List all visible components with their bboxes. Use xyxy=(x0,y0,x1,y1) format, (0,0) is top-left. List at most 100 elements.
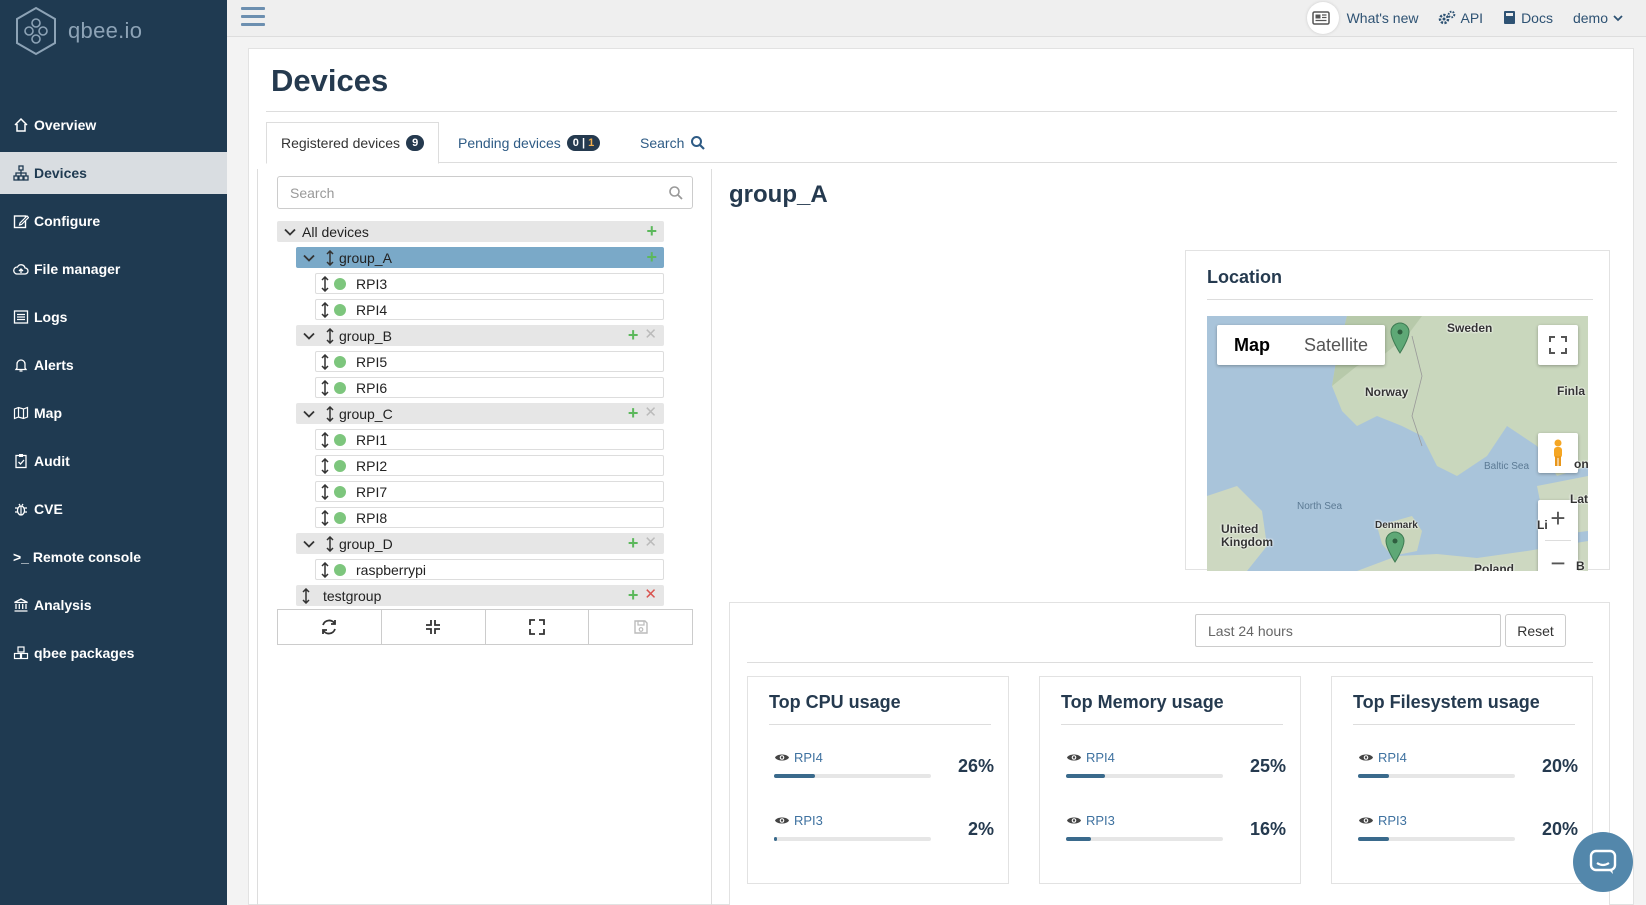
delete-icon[interactable]: ✕ xyxy=(644,586,657,603)
location-map[interactable]: Map Satellite + − Sweden Norway Finla Ba… xyxy=(1207,316,1588,571)
sidebar-item-overview[interactable]: Overview xyxy=(0,101,227,149)
add-icon[interactable]: + xyxy=(646,247,657,267)
sidebar-item-configure[interactable]: Configure xyxy=(0,197,227,245)
sidebar-item-audit[interactable]: Audit xyxy=(0,437,227,485)
reset-button[interactable]: Reset xyxy=(1505,614,1566,647)
zoom-out-button[interactable]: − xyxy=(1550,547,1566,572)
sitemap-icon xyxy=(13,165,29,181)
drag-handle-icon[interactable] xyxy=(320,353,330,370)
device-link[interactable]: RPI4 xyxy=(1066,750,1115,765)
save-button[interactable] xyxy=(589,610,692,644)
drag-handle-icon[interactable] xyxy=(320,483,330,500)
time-range-input[interactable]: Last 24 hours xyxy=(1195,614,1501,647)
map-marker-icon[interactable] xyxy=(1390,322,1410,354)
drag-handle-icon[interactable] xyxy=(320,275,330,292)
sidebar-item-qbee-packages[interactable]: qbee packages xyxy=(0,629,227,677)
delete-icon[interactable]: ✕ xyxy=(644,326,657,343)
drag-handle-icon[interactable] xyxy=(320,431,330,448)
fullscreen-button[interactable] xyxy=(1538,325,1578,365)
sidebar-item-remote-console[interactable]: >_ Remote console xyxy=(0,533,227,581)
delete-icon[interactable]: ✕ xyxy=(644,534,657,551)
tab-search[interactable]: Search xyxy=(640,122,706,163)
map-type-satellite[interactable]: Satellite xyxy=(1304,334,1369,355)
device-link[interactable]: RPI4 xyxy=(1358,750,1407,765)
tree-device-rpi4[interactable]: RPI4 xyxy=(315,299,664,320)
tree-device-rpi5[interactable]: RPI5 xyxy=(315,351,664,372)
sidebar-item-analysis[interactable]: Analysis xyxy=(0,581,227,629)
drag-handle-icon[interactable] xyxy=(325,535,335,552)
drag-handle-icon[interactable] xyxy=(320,561,330,578)
street-view-pegman[interactable] xyxy=(1538,433,1578,473)
drag-handle-icon[interactable] xyxy=(325,249,335,266)
brand-logo[interactable]: qbee.io xyxy=(0,0,227,62)
tree-device-rpi8[interactable]: RPI8 xyxy=(315,507,664,528)
sidebar-item-devices[interactable]: Devices xyxy=(0,152,227,194)
metric-card-filesystem: Top Filesystem usage RPI4 20% RPI3 20% xyxy=(1331,676,1593,884)
list-icon xyxy=(13,309,29,325)
drag-handle-icon[interactable] xyxy=(320,457,330,474)
hamburger-menu-icon[interactable] xyxy=(241,7,265,29)
chevron-down-icon[interactable] xyxy=(283,225,297,239)
tree-device-rpi2[interactable]: RPI2 xyxy=(315,455,664,476)
drag-handle-icon[interactable] xyxy=(325,327,335,344)
api-link[interactable]: API xyxy=(1438,10,1483,26)
metric-row: RPI4 26% xyxy=(774,750,994,790)
tree-group-group-b[interactable]: group_B + ✕ xyxy=(296,325,664,346)
tree-device-rpi6[interactable]: RPI6 xyxy=(315,377,664,398)
tree-device-rpi3[interactable]: RPI3 xyxy=(315,273,664,294)
tree-device-rpi1[interactable]: RPI1 xyxy=(315,429,664,450)
zoom-in-button[interactable]: + xyxy=(1550,502,1566,533)
drag-handle-icon[interactable] xyxy=(320,509,330,526)
add-icon[interactable]: + xyxy=(646,221,657,241)
drag-handle-icon[interactable] xyxy=(325,405,335,422)
add-icon[interactable]: + xyxy=(627,403,639,423)
drag-handle-icon[interactable] xyxy=(320,379,330,396)
sidebar-item-cve[interactable]: CVE xyxy=(0,485,227,533)
device-link[interactable]: RPI4 xyxy=(774,750,823,765)
collapse-all-button[interactable] xyxy=(382,610,486,644)
delete-icon[interactable]: ✕ xyxy=(644,404,657,421)
tree-device-raspberrypi[interactable]: raspberrypi xyxy=(315,559,664,580)
map-marker-icon[interactable] xyxy=(1385,531,1405,563)
tree-group-testgroup[interactable]: testgroup + ✕ xyxy=(296,585,664,606)
tree-search-input[interactable]: Search xyxy=(277,176,693,209)
device-link[interactable]: RPI3 xyxy=(774,813,823,828)
refresh-button[interactable] xyxy=(278,610,382,644)
tree-device-rpi7[interactable]: RPI7 xyxy=(315,481,664,502)
tree-group-group-d[interactable]: group_D + ✕ xyxy=(296,533,664,554)
drag-handle-icon[interactable] xyxy=(320,301,330,318)
tree-group-group-c[interactable]: group_C + ✕ xyxy=(296,403,664,424)
online-status-icon xyxy=(334,563,346,576)
sidebar-item-alerts[interactable]: Alerts xyxy=(0,341,227,389)
map-label: Denmark xyxy=(1375,520,1418,531)
chevron-down-icon[interactable] xyxy=(302,329,316,343)
tree-node-label: group_B xyxy=(339,327,392,344)
user-menu[interactable]: demo xyxy=(1573,10,1628,26)
add-icon[interactable]: + xyxy=(627,325,639,345)
add-icon[interactable]: + xyxy=(627,585,639,605)
chevron-down-icon[interactable] xyxy=(302,537,316,551)
page-title: Devices xyxy=(271,63,389,98)
sidebar-item-label: CVE xyxy=(34,501,63,517)
whats-new-link[interactable]: What's new xyxy=(1306,1,1418,34)
metric-card-cpu: Top CPU usage RPI4 26% RPI3 2% xyxy=(747,676,1009,884)
sidebar-item-map[interactable]: Map xyxy=(0,389,227,437)
device-link[interactable]: RPI3 xyxy=(1358,813,1407,828)
device-tabs: Registered devices 9 Pending devices 0 |… xyxy=(266,122,1617,164)
chevron-down-icon[interactable] xyxy=(302,251,316,265)
add-icon[interactable]: + xyxy=(627,533,639,553)
docs-link[interactable]: Docs xyxy=(1503,10,1553,26)
tab-pending-devices[interactable]: Pending devices 0 | 1 xyxy=(458,122,601,163)
tab-label: Pending devices xyxy=(458,134,561,151)
tab-registered-devices[interactable]: Registered devices 9 xyxy=(266,122,440,164)
sidebar-item-file-manager[interactable]: File manager xyxy=(0,245,227,293)
chat-widget-button[interactable] xyxy=(1573,832,1633,892)
chevron-down-icon[interactable] xyxy=(302,407,316,421)
sidebar-item-logs[interactable]: Logs xyxy=(0,293,227,341)
map-type-map[interactable]: Map xyxy=(1234,334,1270,355)
tree-group-group-a[interactable]: group_A + xyxy=(296,247,664,268)
expand-all-button[interactable] xyxy=(486,610,590,644)
tree-root-all-devices[interactable]: All devices + xyxy=(277,221,664,242)
drag-handle-icon[interactable] xyxy=(301,587,311,604)
device-link[interactable]: RPI3 xyxy=(1066,813,1115,828)
